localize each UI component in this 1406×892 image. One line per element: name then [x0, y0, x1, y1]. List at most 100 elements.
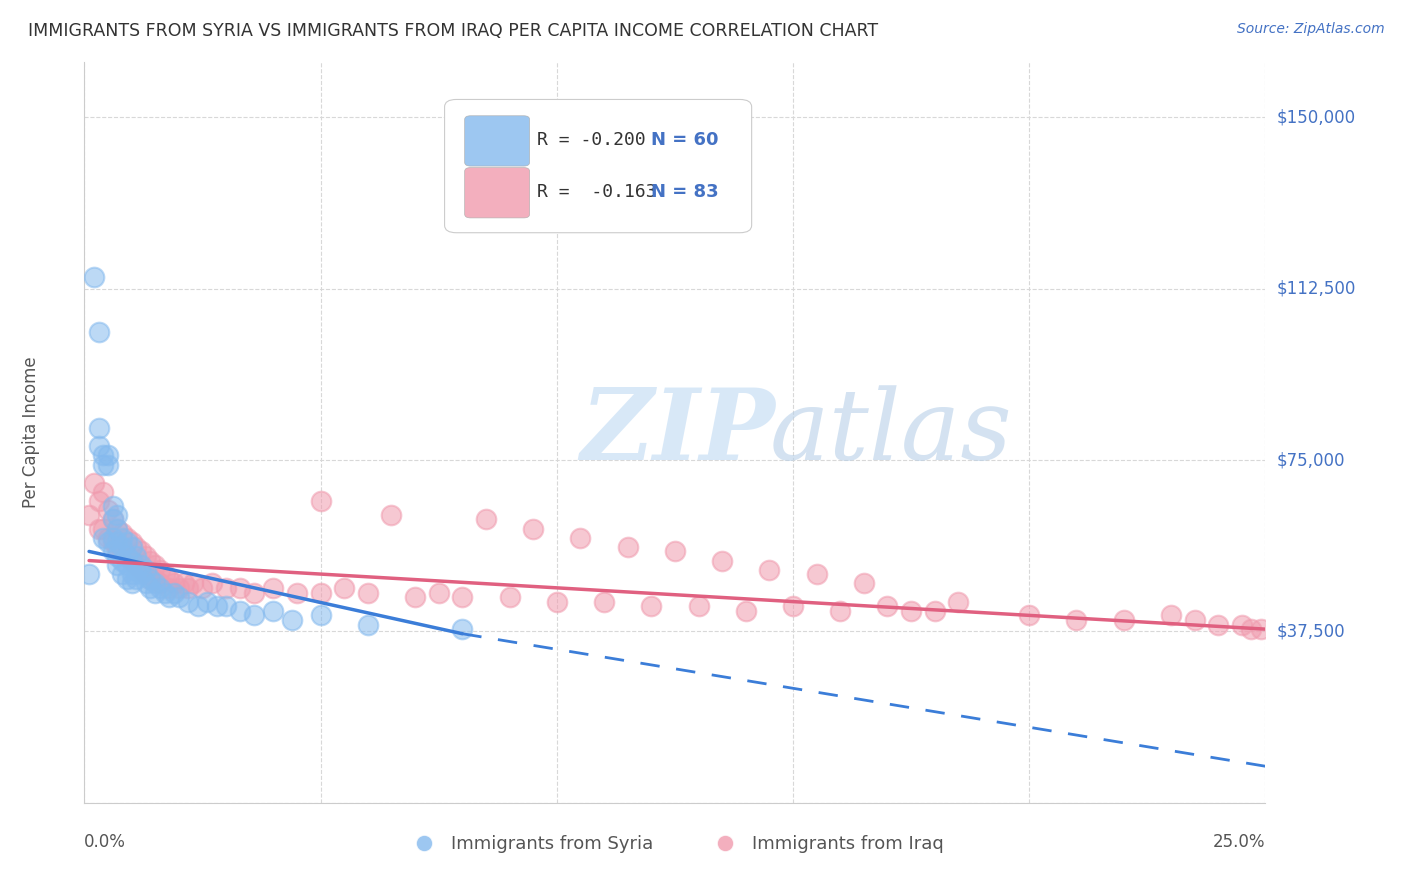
- Point: [900, 604, 922, 618]
- Point: [262, 581, 284, 595]
- Point: [1018, 608, 1040, 623]
- Point: [546, 595, 568, 609]
- Point: [163, 585, 186, 599]
- Point: [125, 572, 148, 586]
- Point: [121, 540, 143, 554]
- Point: [139, 581, 162, 595]
- Point: [135, 563, 157, 577]
- Point: [139, 553, 162, 567]
- Point: [309, 585, 332, 599]
- Point: [157, 581, 180, 595]
- Point: [229, 604, 252, 618]
- Point: [664, 544, 686, 558]
- Point: [87, 421, 110, 435]
- Text: 0.0%: 0.0%: [84, 833, 127, 851]
- Point: [111, 526, 134, 541]
- Point: [107, 522, 129, 536]
- Point: [177, 581, 200, 595]
- Point: [77, 567, 100, 582]
- Point: [475, 512, 498, 526]
- Point: [115, 558, 138, 573]
- Point: [1240, 622, 1263, 636]
- Point: [121, 535, 143, 549]
- Point: [806, 567, 828, 582]
- Point: [876, 599, 898, 614]
- Text: $112,500: $112,500: [1277, 280, 1355, 298]
- Point: [309, 608, 332, 623]
- Point: [1066, 613, 1088, 627]
- Point: [107, 508, 129, 522]
- Point: [640, 599, 662, 614]
- Point: [167, 581, 190, 595]
- Point: [1206, 617, 1229, 632]
- FancyBboxPatch shape: [464, 168, 530, 218]
- FancyBboxPatch shape: [444, 99, 752, 233]
- Point: [215, 599, 238, 614]
- Point: [125, 563, 148, 577]
- Point: [688, 599, 710, 614]
- Point: [569, 531, 592, 545]
- Point: [149, 563, 172, 577]
- Point: [187, 599, 209, 614]
- Point: [1160, 608, 1182, 623]
- Point: [948, 595, 970, 609]
- Point: [115, 572, 138, 586]
- Point: [1230, 617, 1253, 632]
- Point: [173, 576, 195, 591]
- Point: [1112, 613, 1135, 627]
- Point: [115, 535, 138, 549]
- Text: N = 83: N = 83: [651, 183, 718, 201]
- Text: R =  -0.163: R = -0.163: [537, 183, 657, 201]
- Point: [101, 531, 124, 545]
- Point: [87, 439, 110, 453]
- Point: [149, 576, 172, 591]
- Point: [830, 604, 852, 618]
- Point: [163, 576, 186, 591]
- Point: [129, 544, 152, 558]
- Point: [852, 576, 875, 591]
- Point: [129, 558, 152, 573]
- Point: [357, 617, 380, 632]
- Point: [121, 576, 143, 591]
- Point: [215, 581, 238, 595]
- Point: [380, 508, 402, 522]
- Point: [121, 567, 143, 582]
- Point: [91, 531, 114, 545]
- Text: R = -0.200: R = -0.200: [537, 131, 645, 149]
- Point: [262, 604, 284, 618]
- Point: [97, 458, 120, 472]
- FancyBboxPatch shape: [464, 116, 530, 166]
- Point: [115, 549, 138, 563]
- Point: [205, 599, 228, 614]
- Point: [143, 576, 166, 591]
- Point: [107, 558, 129, 573]
- Point: [191, 581, 214, 595]
- Point: [115, 549, 138, 563]
- Text: N = 60: N = 60: [651, 131, 718, 149]
- Point: [711, 553, 734, 567]
- Point: [129, 567, 152, 582]
- Point: [143, 558, 166, 573]
- Point: [285, 585, 308, 599]
- Text: ZIP: ZIP: [581, 384, 775, 481]
- Point: [167, 590, 190, 604]
- Point: [309, 494, 332, 508]
- Point: [97, 503, 120, 517]
- Point: [157, 590, 180, 604]
- Point: [139, 572, 162, 586]
- Point: [451, 622, 474, 636]
- Point: [83, 475, 105, 490]
- Point: [451, 590, 474, 604]
- Point: [522, 522, 544, 536]
- Point: [157, 572, 180, 586]
- Text: Source: ZipAtlas.com: Source: ZipAtlas.com: [1237, 22, 1385, 37]
- Point: [91, 485, 114, 500]
- Point: [924, 604, 946, 618]
- Point: [135, 567, 157, 582]
- Point: [129, 563, 152, 577]
- Point: [758, 563, 780, 577]
- Text: atlas: atlas: [769, 385, 1012, 480]
- Point: [121, 553, 143, 567]
- Point: [498, 590, 520, 604]
- Point: [333, 581, 356, 595]
